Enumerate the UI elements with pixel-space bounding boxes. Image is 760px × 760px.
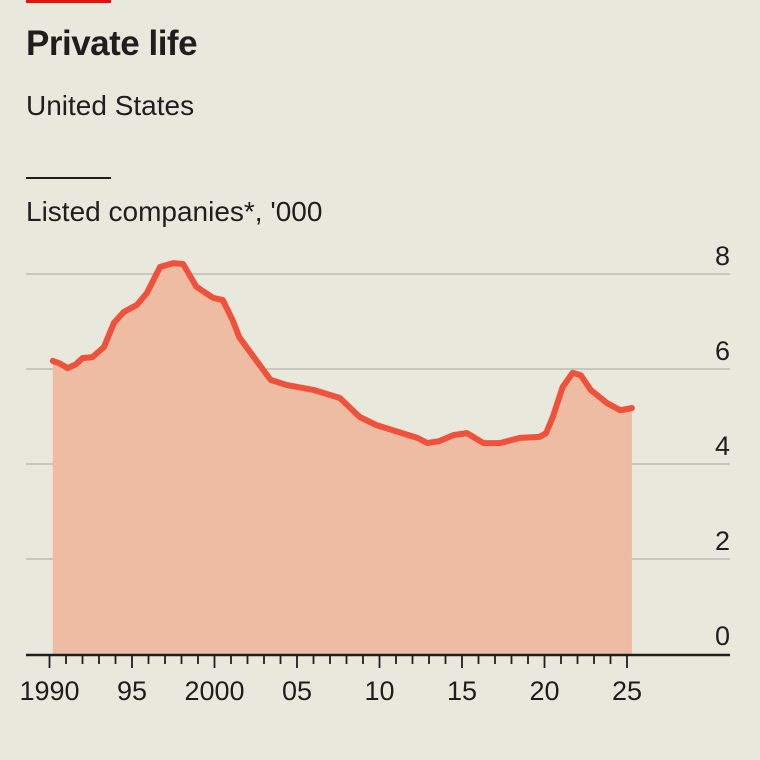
brand-accent-bar [26,0,111,3]
x-tick-label: 05 [282,676,312,706]
divider [26,177,111,179]
x-ticks [48,656,628,668]
y-tick-label: 0 [715,621,730,651]
y-axis-label: Listed companies*, '000 [26,196,323,227]
y-tick-label: 8 [715,241,730,271]
x-tick-label: 10 [364,676,394,706]
x-tick-label: 2000 [184,676,244,706]
series-line [49,260,635,447]
y-tick-labels: 0 2 4 6 8 [715,241,730,651]
y-tick-label: 2 [715,526,730,556]
y-tick-label: 4 [715,431,730,461]
y-tick-label: 6 [715,336,730,366]
x-tick-label: 20 [529,676,559,706]
chart-subtitle: United States [26,90,195,121]
x-tick-labels: 1990 95 2000 05 10 15 20 25 [19,676,642,706]
chart-title: Private life [26,24,198,63]
x-tick-label: 25 [612,676,642,706]
x-tick-label: 1990 [19,676,79,706]
series-area-fill [52,263,632,654]
x-tick-label: 15 [447,676,477,706]
x-tick-label: 95 [117,676,147,706]
